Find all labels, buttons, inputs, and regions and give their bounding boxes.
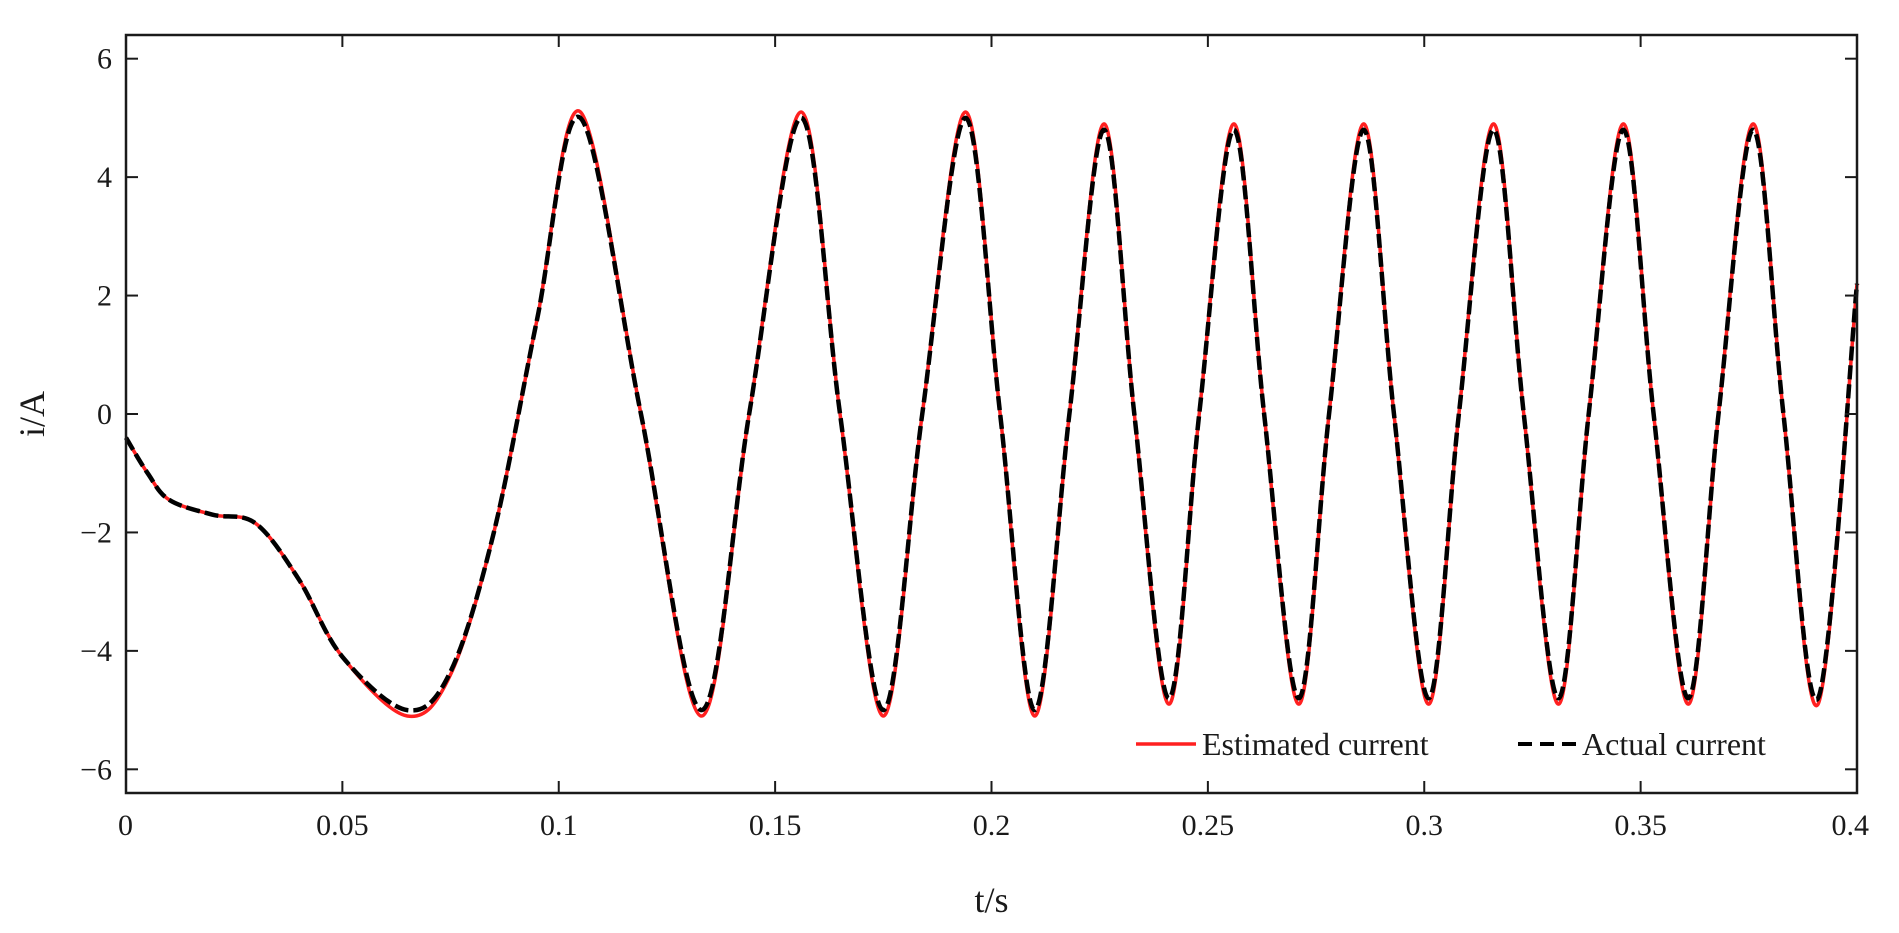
x-tick-label: 0 <box>118 809 133 842</box>
legend: Estimated current Actual current <box>1136 726 1766 762</box>
x-tick-label: 0.05 <box>316 809 369 842</box>
y-tick-label: −6 <box>80 753 112 786</box>
x-axis-label: t/s <box>974 880 1008 920</box>
legend-label-actual-current: Actual current <box>1582 726 1766 762</box>
x-tick-label: 0.35 <box>1614 809 1667 842</box>
series-layer <box>124 109 1860 719</box>
y-tick-label: 6 <box>97 43 112 76</box>
series-line-estimated-current <box>124 109 1859 719</box>
plot-frame <box>124 33 1859 795</box>
x-tick-label: 0.3 <box>1406 809 1444 842</box>
x-tick-label: 0.25 <box>1182 809 1235 842</box>
y-tick-label: 4 <box>97 161 112 194</box>
y-tick-label: −4 <box>80 635 112 668</box>
y-axis-label: i/A <box>12 391 52 437</box>
series-line-actual-current <box>124 114 1860 713</box>
x-tick-label: 0.1 <box>540 809 578 842</box>
x-tick-label: 0.15 <box>749 809 802 842</box>
x-tick-label: 0.4 <box>1832 809 1870 842</box>
y-tick-label: 0 <box>97 398 112 431</box>
y-tick-label: 2 <box>97 280 112 313</box>
legend-label-estimated-current: Estimated current <box>1202 726 1429 762</box>
y-tick-label: −2 <box>80 516 112 549</box>
ticks-layer: 0 0.05 0.1 0.15 0.2 0.25 0.3 0.35 0.4 −6 −4 −2 0 2 4 6 <box>80 35 1869 842</box>
x-tick-label: 0.2 <box>973 809 1011 842</box>
